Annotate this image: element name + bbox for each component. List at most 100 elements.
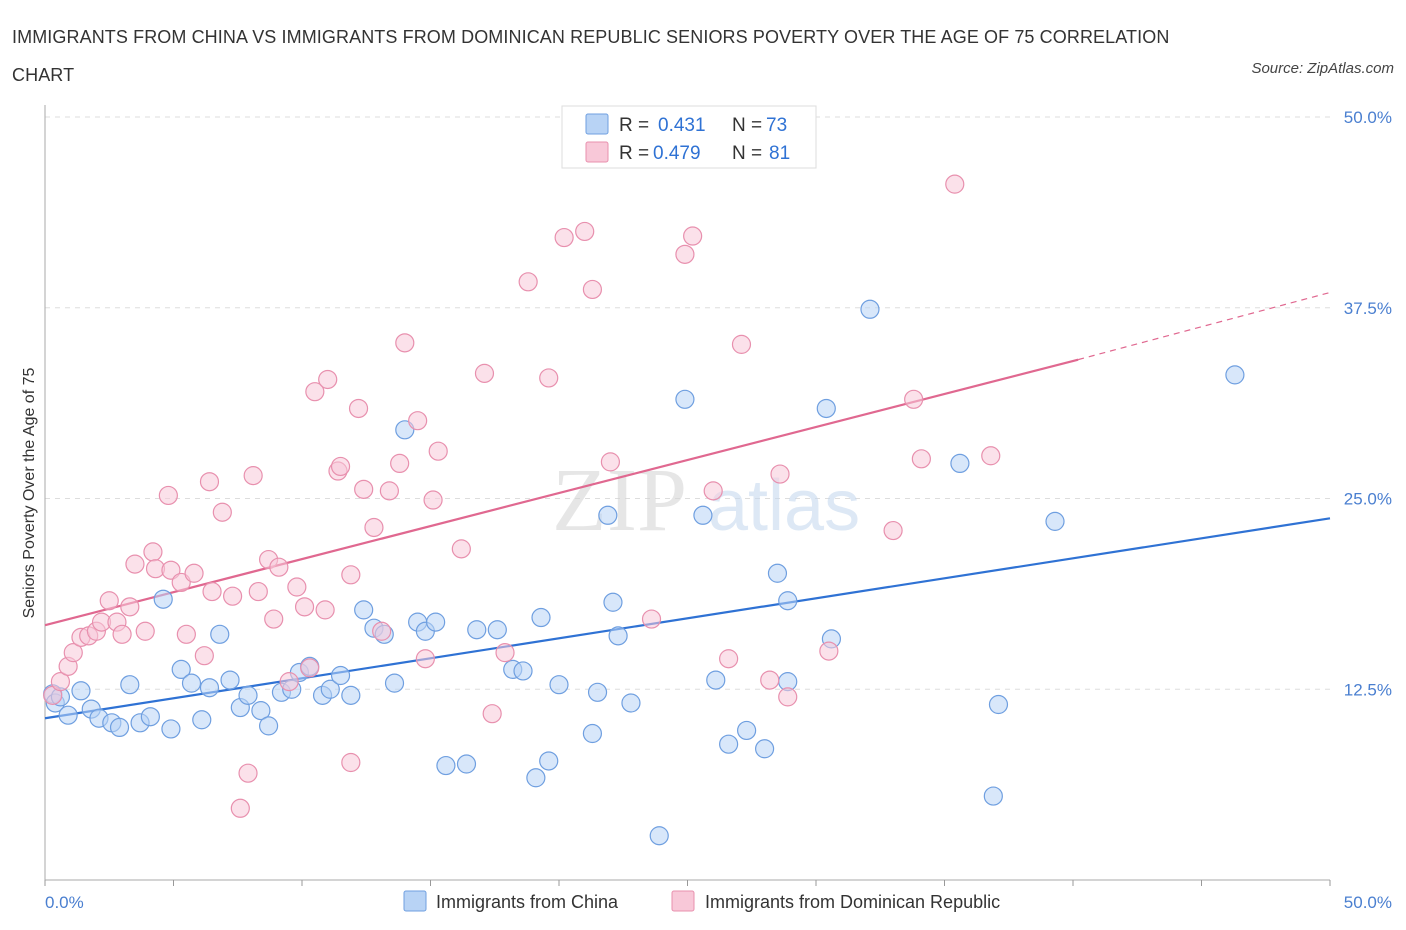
dr-point-23 xyxy=(202,581,222,602)
dr-point-35 xyxy=(294,597,315,617)
chart-title: IMMIGRANTS FROM CHINA VS IMMIGRANTS FROM… xyxy=(12,27,1170,85)
china-point-18 xyxy=(210,624,230,644)
china-point-30 xyxy=(330,665,351,686)
dr-point-77 xyxy=(911,449,931,469)
dr-point-74 xyxy=(819,641,839,661)
dr-point-32 xyxy=(269,557,289,577)
china-point-50 xyxy=(582,723,603,744)
dr-point-45 xyxy=(354,479,374,499)
china-point-59 xyxy=(706,670,726,690)
dr-point-44 xyxy=(348,398,369,419)
y-tick-label-0: 12.5% xyxy=(1344,680,1392,699)
dr-point-43 xyxy=(341,752,361,773)
dr-point-53 xyxy=(423,490,443,510)
china-point-43 xyxy=(487,620,507,640)
dr-point-17 xyxy=(161,560,181,580)
china-point-47 xyxy=(531,607,551,628)
y-tick-label-2: 37.5% xyxy=(1344,299,1392,318)
dr-point-55 xyxy=(451,539,471,559)
china-point-39 xyxy=(426,612,446,632)
x-tick-label-1: 50.0% xyxy=(1344,893,1392,912)
legend-dr-r-value: 0.479 xyxy=(653,143,701,164)
dr-point-76 xyxy=(904,389,924,409)
china-point-69 xyxy=(950,453,970,474)
bottom-legend-china-swatch xyxy=(403,890,427,912)
dr-point-46 xyxy=(364,517,384,538)
china-point-54 xyxy=(608,626,628,646)
dr-point-51 xyxy=(408,411,428,431)
dr-point-14 xyxy=(143,542,163,562)
china-point-15 xyxy=(181,673,202,693)
dr-point-66 xyxy=(675,244,695,264)
dr-point-39 xyxy=(318,369,338,390)
dr-point-24 xyxy=(212,502,232,522)
legend-china-r-label: R = xyxy=(619,115,649,136)
dr-point-64 xyxy=(600,452,621,472)
series-legend: Immigrants from China Immigrants from Do… xyxy=(403,890,1000,912)
dr-point-56 xyxy=(474,363,495,383)
china-point-12 xyxy=(153,589,173,609)
dr-point-63 xyxy=(582,279,603,300)
dr-point-29 xyxy=(248,581,268,602)
china-point-16 xyxy=(192,710,212,730)
china-point-32 xyxy=(354,600,374,620)
dr-point-50 xyxy=(395,333,415,353)
watermark: ZIP atlas xyxy=(552,451,860,550)
dr-point-59 xyxy=(518,272,538,292)
dr-point-13 xyxy=(125,554,145,574)
axes xyxy=(44,105,1331,886)
dr-point-38 xyxy=(315,600,335,620)
china-point-71 xyxy=(988,694,1009,715)
china-point-13 xyxy=(161,719,181,739)
dr-point-22 xyxy=(199,472,220,492)
dr-points xyxy=(43,174,1001,818)
dr-point-27 xyxy=(238,763,258,783)
dr-point-25 xyxy=(223,586,243,606)
china-point-60 xyxy=(719,734,739,754)
china-point-56 xyxy=(649,826,669,846)
china-point-21 xyxy=(238,685,258,705)
dr-point-67 xyxy=(683,226,703,246)
dr-point-8 xyxy=(99,591,119,611)
china-point-70 xyxy=(983,786,1003,806)
bottom-legend-dr-swatch xyxy=(671,890,695,912)
legend-china-swatch xyxy=(585,113,609,135)
legend-dr-swatch xyxy=(585,141,609,163)
china-point-4 xyxy=(71,681,91,701)
legend-dr-n-label: N = xyxy=(732,143,762,164)
china-point-48 xyxy=(539,751,559,771)
china-point-8 xyxy=(109,717,130,738)
china-point-45 xyxy=(513,661,533,681)
dr-point-60 xyxy=(539,368,559,388)
y-tick-label-3: 50.0% xyxy=(1344,108,1392,127)
dr-point-10 xyxy=(112,624,132,644)
china-point-61 xyxy=(737,720,757,741)
china-point-57 xyxy=(675,389,695,409)
dr-point-31 xyxy=(264,609,284,629)
china-points xyxy=(43,299,1245,846)
china-point-29 xyxy=(320,679,340,699)
china-point-19 xyxy=(220,670,240,690)
dr-point-78 xyxy=(945,174,965,194)
china-point-31 xyxy=(341,685,361,705)
china-point-72 xyxy=(1045,511,1065,531)
china-point-63 xyxy=(767,563,788,583)
legend-china-n-label: N = xyxy=(732,115,762,136)
dr-point-19 xyxy=(176,624,196,644)
dr-point-73 xyxy=(778,687,798,707)
china-point-9 xyxy=(120,675,140,695)
tick-labels: 12.5% 25.0% 37.5% 50.0% 0.0% 50.0% xyxy=(45,108,1392,912)
dr-point-70 xyxy=(731,334,752,354)
dr-point-72 xyxy=(770,464,790,484)
dr-point-21 xyxy=(194,646,214,666)
china-point-53 xyxy=(603,592,623,612)
trend-lines xyxy=(44,291,1331,720)
china-point-17 xyxy=(199,678,220,698)
china-point-23 xyxy=(258,716,279,736)
legend-dr-r-label: R = xyxy=(619,143,649,164)
dr-point-41 xyxy=(330,456,351,477)
dr-point-71 xyxy=(760,670,780,690)
dr-point-54 xyxy=(428,441,448,461)
china-point-35 xyxy=(384,673,405,693)
dr-point-49 xyxy=(390,453,410,474)
